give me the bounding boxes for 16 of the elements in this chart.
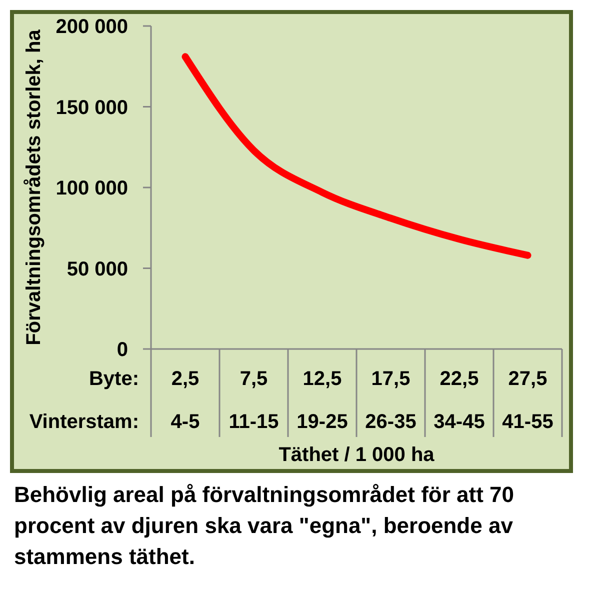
x-axis-title: Täthet / 1 000 ha [278,444,436,466]
y-tick-label: 0 [116,339,128,362]
text: Behövlig areal på förvaltningsområdet för att 70 procent av djuren ska vara "egna", beroende av stammens täthet. [14,481,516,571]
x-tick-label: 2,5 4-5 [170,368,200,433]
y-tick-label: 100 000 [56,178,128,200]
x-tick-label: 27,5 41-55 [502,368,554,433]
x-tick-label: 22,5 34-45 [434,368,485,433]
y-axis-title: Förvaltningsområdets storlek, ha [23,28,45,346]
text: Byte: [88,367,139,391]
y-tick-label: 200 000 [56,16,128,38]
x-tick-label: 17,5 26-35 [365,368,416,433]
y-tick-label: 150 000 [56,96,128,119]
text: Vinterstam: [29,410,139,434]
y-tick-label: 50 000 [66,258,128,280]
x-tick-label: 12,5 19-25 [296,368,348,433]
x-tick-label: 7,5 11-15 [228,368,279,433]
